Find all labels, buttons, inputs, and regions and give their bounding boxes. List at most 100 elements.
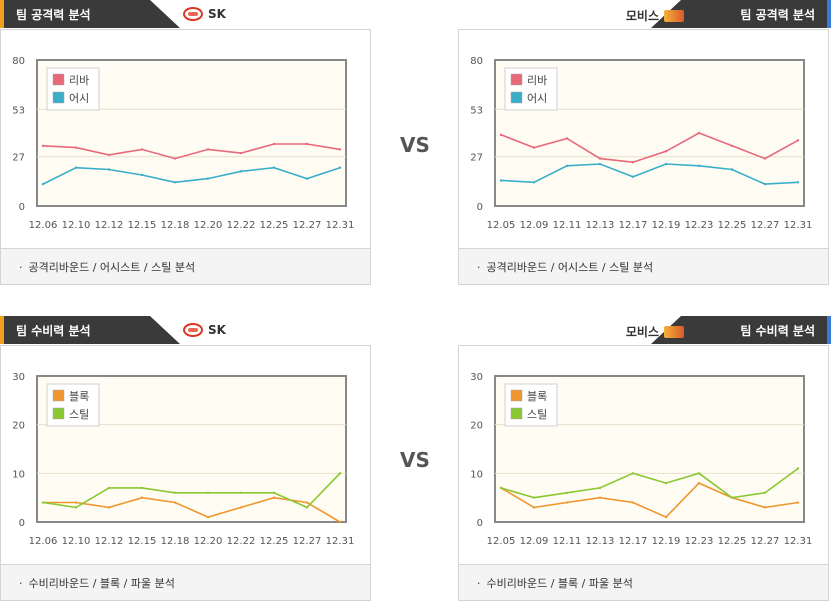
x-tick-label: 12.22 — [227, 220, 256, 231]
data-point — [664, 150, 668, 153]
data-point — [41, 144, 45, 147]
panel-title: 팀 공격력 분석 — [740, 8, 815, 22]
team-label[interactable]: SK — [183, 323, 226, 337]
data-point — [664, 515, 668, 519]
x-tick-label: 12.15 — [128, 220, 157, 231]
team-label[interactable]: 모비스 — [626, 7, 684, 24]
chart-footer[interactable]: · 공격리바운드 / 어시스트 / 스틸 분석 — [1, 248, 370, 284]
y-tick-label: 0 — [477, 202, 483, 213]
team-name: SK — [208, 323, 226, 337]
x-tick-label: 12.13 — [586, 536, 615, 547]
legend-label: 스틸 — [527, 408, 547, 421]
mobis-logo-icon — [664, 325, 684, 338]
vs-label: VS — [400, 133, 430, 157]
data-point — [598, 162, 602, 166]
x-tick-label: 12.31 — [784, 536, 813, 547]
series-line — [42, 166, 341, 185]
data-point — [41, 501, 45, 504]
chart-footer[interactable]: · 공격리바운드 / 어시스트 / 스틸 분석 — [459, 248, 828, 284]
y-tick-label: 27 — [12, 153, 25, 164]
data-point — [763, 157, 767, 160]
data-point — [338, 520, 342, 524]
chart-footer[interactable]: · 수비리바운드 / 블록 / 파울 분석 — [1, 564, 370, 600]
data-point — [140, 173, 144, 177]
data-point — [532, 506, 536, 509]
x-tick-label: 12.27 — [293, 220, 322, 231]
data-point — [730, 144, 734, 147]
data-point — [499, 486, 503, 490]
x-tick-label: 12.31 — [326, 220, 355, 231]
data-point — [730, 496, 734, 499]
team-name: 모비스 — [625, 9, 659, 23]
x-tick-label: 12.06 — [29, 536, 58, 547]
panel-defense-sk: 팀 수비력 분석 SK 0 10 20 30 12.06 12.10 12.12 12.15 1… — [0, 316, 371, 601]
data-point — [697, 164, 701, 168]
x-tick-label: 12.27 — [751, 220, 780, 231]
data-point — [107, 168, 111, 171]
legend-label: 블록 — [69, 390, 89, 403]
y-tick-label: 27 — [470, 153, 483, 164]
y-tick-label: 10 — [12, 469, 25, 480]
y-tick-label: 80 — [12, 56, 25, 67]
footer-text: 수비리바운드 / 블록 / 파울 분석 — [28, 577, 175, 590]
x-tick-label: 12.25 — [260, 220, 289, 231]
panel-title: 팀 수비력 분석 — [740, 324, 815, 338]
data-point — [305, 142, 309, 146]
data-point — [565, 491, 569, 494]
legend-swatch — [510, 407, 523, 420]
data-point — [173, 501, 177, 504]
header-accent — [827, 0, 831, 28]
data-point — [272, 166, 276, 169]
x-tick-label: 12.06 — [29, 220, 58, 231]
sk-logo-icon — [183, 7, 203, 21]
x-tick-label: 12.22 — [227, 536, 256, 547]
x-tick-label: 12.31 — [784, 220, 813, 231]
y-tick-label: 80 — [470, 56, 483, 67]
series-line — [500, 163, 799, 185]
data-point — [140, 148, 144, 151]
data-point — [796, 501, 800, 504]
data-point — [107, 153, 111, 157]
data-point — [565, 501, 569, 504]
line-chart: 0 27 53 80 12.06 12.10 12.12 12.15 12.18 12.20 12.… — [12, 56, 355, 231]
panel-offense-sk: 팀 공격력 분석 SK 0 27 53 80 12.06 12.10 12.12 12.15 1… — [0, 0, 371, 287]
data-point — [74, 501, 78, 504]
data-point — [206, 177, 210, 180]
y-tick-label: 53 — [470, 105, 483, 116]
x-tick-label: 12.19 — [652, 536, 681, 547]
series-line — [500, 482, 799, 519]
data-point — [140, 496, 144, 499]
data-point — [107, 486, 111, 490]
data-point — [206, 515, 210, 519]
legend-swatch — [510, 389, 523, 402]
panel-header: 팀 공격력 분석 SK — [0, 0, 371, 28]
y-tick-label: 20 — [470, 421, 483, 432]
data-point — [631, 472, 635, 475]
chart-box: 0 10 20 30 12.05 12.09 12.11 12.13 12.17 12.19 12.… — [458, 345, 829, 601]
mobis-logo-icon — [664, 9, 684, 22]
data-point — [598, 157, 602, 160]
footer-text: 수비리바운드 / 블록 / 파울 분석 — [486, 577, 633, 590]
team-label[interactable]: 모비스 — [626, 323, 684, 340]
x-tick-label: 12.10 — [62, 536, 91, 547]
x-tick-label: 12.27 — [751, 536, 780, 547]
data-point — [239, 506, 243, 509]
header-accent — [827, 316, 831, 344]
data-point — [272, 496, 276, 499]
data-point — [631, 175, 635, 178]
legend-label: 어시 — [527, 92, 547, 105]
y-tick-label: 53 — [12, 105, 25, 116]
chart-footer[interactable]: · 수비리바운드 / 블록 / 파울 분석 — [459, 564, 828, 600]
y-tick-label: 20 — [12, 421, 25, 432]
panel-title: 팀 수비력 분석 — [16, 324, 91, 338]
vs-label: VS — [400, 448, 430, 472]
team-name: 모비스 — [625, 325, 659, 339]
data-point — [173, 491, 177, 494]
team-label[interactable]: SK — [183, 7, 226, 21]
x-tick-label: 12.15 — [128, 536, 157, 547]
y-tick-label: 30 — [470, 372, 483, 383]
x-tick-label: 12.11 — [553, 220, 582, 231]
data-point — [272, 491, 276, 494]
data-point — [338, 166, 342, 169]
data-point — [239, 170, 243, 173]
